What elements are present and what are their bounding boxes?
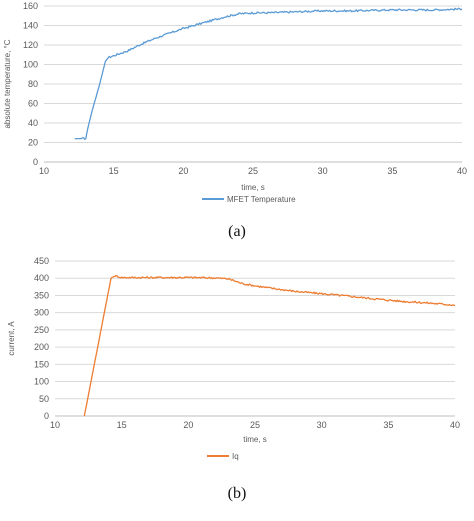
x-tick-label: 20 [178,166,188,176]
y-tick-label: 0 [33,157,38,167]
y-tick-label: 200 [34,342,49,352]
series-line [83,274,456,417]
temperature-chart: 0 20 40 60 80 100 120 140 160 10 15 20 25 30 35 40 abs… [3,1,467,240]
y-tick-label: 140 [23,21,38,31]
x-tick-label: 20 [183,420,193,430]
y-tick-labels: 0 20 40 60 80 100 120 140 160 [23,1,38,167]
x-tick-label: 15 [117,420,127,430]
x-tick-label: 25 [248,166,258,176]
y-tick-label: 120 [23,40,38,50]
legend-label: Iq [232,452,239,461]
y-axis-label: current, A [7,321,16,356]
x-axis-label: time, s [243,435,267,444]
y-tick-label: 20 [28,138,38,148]
current-chart: 0 50 100 150 200 250 300 350 400 450 10 15 20 25 30 35… [7,256,460,502]
series-group [74,7,463,141]
y-tick-label: 160 [23,1,38,11]
x-tick-label: 30 [317,420,327,430]
y-tick-label: 0 [44,411,49,421]
x-tick-labels: 10 15 20 25 30 35 40 [50,420,460,430]
y-tick-label: 40 [28,118,38,128]
grid-lines [44,5,462,143]
y-tick-label: 250 [34,325,49,335]
x-tick-labels: 10 15 20 25 30 35 40 [39,166,467,176]
grid-lines [55,260,455,400]
y-axis-label: absolute temperature, °C [3,39,12,128]
caption-b: (b) [228,485,247,502]
x-tick-label: 40 [450,420,460,430]
caption-a: (a) [228,223,246,240]
x-tick-label: 40 [457,166,467,176]
series-line [74,7,463,141]
y-tick-label: 80 [28,79,38,89]
y-tick-label: 350 [34,290,49,300]
y-tick-label: 100 [23,60,38,70]
x-tick-label: 10 [39,166,49,176]
y-tick-label: 50 [39,394,49,404]
y-tick-label: 400 [34,273,49,283]
y-tick-label: 100 [34,377,49,387]
x-tick-label: 10 [50,420,60,430]
y-tick-label: 150 [34,359,49,369]
y-tick-label: 60 [28,99,38,109]
legend-label: MFET Temperature [227,195,296,204]
y-tick-label: 300 [34,308,49,318]
series-group [83,274,456,417]
y-tick-labels: 0 50 100 150 200 250 300 350 400 450 [34,256,49,421]
x-tick-label: 25 [250,420,260,430]
legend: Iq [207,452,239,461]
x-tick-label: 35 [383,420,393,430]
x-tick-label: 15 [109,166,119,176]
x-axis-label: time, s [241,183,265,192]
x-tick-label: 35 [387,166,397,176]
y-tick-label: 450 [34,256,49,266]
x-tick-label: 30 [318,166,328,176]
legend: MFET Temperature [202,195,296,204]
